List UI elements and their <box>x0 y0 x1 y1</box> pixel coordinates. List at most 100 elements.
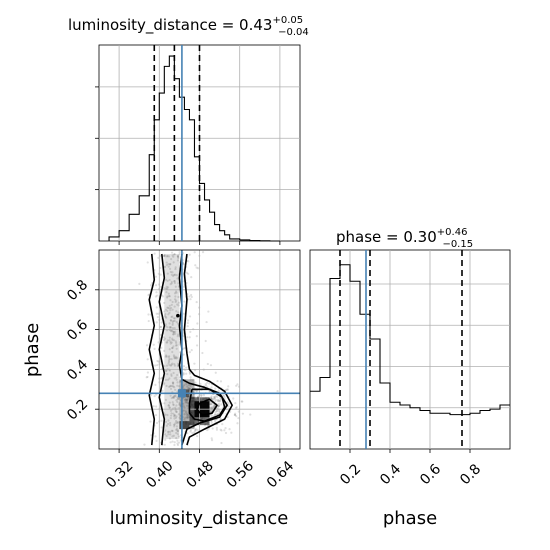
scatter-point <box>160 419 163 422</box>
scatter-point <box>174 295 177 298</box>
scatter-point <box>188 371 192 374</box>
luminosity-distance-x-tick-label: 0.64 <box>264 458 297 491</box>
scatter-point <box>171 337 174 340</box>
scatter-point <box>171 271 174 274</box>
scatter-point <box>154 383 157 386</box>
scatter-point <box>167 294 171 298</box>
scatter-point <box>206 381 209 384</box>
scatter-point <box>241 400 244 403</box>
scatter-point <box>215 410 218 413</box>
scatter-point <box>172 434 175 437</box>
scatter-point <box>172 331 176 334</box>
scatter-point <box>219 417 222 420</box>
phase-x-tick-labels: 0.2 0.4 0.6 0.8 <box>337 461 484 488</box>
scatter-point <box>161 389 164 392</box>
scatter-point <box>185 413 189 416</box>
scatter-point <box>188 315 192 318</box>
scatter-point <box>168 406 171 409</box>
luminosity-distance-title: luminosity_distance = 0.43+0.05 −0.04 <box>68 15 309 38</box>
joint-frame <box>98 249 301 450</box>
scatter-point <box>168 401 171 404</box>
scatter-point <box>172 261 175 264</box>
scatter-point <box>169 326 172 329</box>
scatter-point <box>170 429 174 432</box>
scatter-point <box>172 396 175 399</box>
scatter-point <box>145 376 148 379</box>
scatter-point <box>189 376 192 379</box>
scatter-point <box>171 362 174 365</box>
scatter-point <box>190 349 193 352</box>
scatter-point <box>161 295 165 298</box>
contour-line <box>196 398 218 416</box>
scatter-point <box>179 403 182 406</box>
scatter-point <box>173 305 176 308</box>
scatter-point <box>167 419 170 422</box>
scatter-point <box>155 306 158 309</box>
contour-line <box>158 253 166 446</box>
scatter-point <box>220 441 223 445</box>
scatter-point <box>177 256 180 260</box>
scatter-point <box>172 415 176 418</box>
scatter-point <box>225 389 228 392</box>
scatter-point <box>165 287 168 290</box>
scatter-point <box>169 319 172 322</box>
scatter-point <box>232 397 235 400</box>
scatter-point <box>185 398 189 401</box>
scatter-point <box>168 307 171 310</box>
scatter-point <box>175 431 178 435</box>
scatter-point <box>182 263 185 266</box>
scatter-point <box>194 429 197 432</box>
scatter-point <box>237 417 240 420</box>
scatter-point <box>168 263 172 266</box>
scatter-point <box>165 291 168 294</box>
scatter-point <box>164 369 168 373</box>
scatter-point <box>186 398 189 401</box>
luminosity-distance-title-main: luminosity_distance = 0.43 <box>68 16 272 35</box>
phase-x-tick-label: 0.2 <box>337 461 364 488</box>
scatter-point <box>185 372 188 375</box>
scatter-point <box>176 430 180 433</box>
scatter-point <box>169 430 172 433</box>
scatter-point <box>175 425 179 428</box>
density-block <box>164 253 180 440</box>
scatter-point <box>168 322 171 325</box>
truth-marker <box>177 389 186 398</box>
scatter-point <box>159 325 163 329</box>
scatter-point <box>187 416 190 419</box>
scatter-point <box>177 255 180 258</box>
scatter-point <box>210 439 214 442</box>
scatter-point <box>155 321 158 324</box>
scatter-point <box>165 355 168 358</box>
scatter-point <box>186 432 189 435</box>
scatter-point <box>169 342 172 345</box>
scatter-point <box>211 414 214 417</box>
scatter-point <box>173 423 176 426</box>
scatter-point <box>176 433 179 436</box>
scatter-point <box>224 431 228 435</box>
scatter-point <box>146 371 149 374</box>
scatter-point <box>160 377 163 380</box>
scatter-point <box>167 360 171 363</box>
scatter-point <box>168 437 172 440</box>
scatter-point <box>169 326 173 329</box>
scatter-point <box>221 423 224 426</box>
scatter-point <box>206 428 209 432</box>
scatter-point <box>171 346 174 350</box>
luminosity-distance-x-tick-label: 0.56 <box>224 458 257 491</box>
scatter-point <box>178 385 181 388</box>
scatter-point <box>219 380 223 383</box>
scatter-point <box>145 344 149 347</box>
scatter-point <box>169 409 173 412</box>
scatter-point <box>168 326 171 329</box>
scatter-point <box>194 381 197 384</box>
scatter-point <box>172 354 176 357</box>
scatter-point <box>173 377 176 380</box>
scatter-point <box>210 395 213 398</box>
phase-title-sub: −0.15 <box>442 239 473 250</box>
luminosity-distance-x-tick-labels: 0.32 0.40 0.48 0.56 0.64 <box>103 458 297 491</box>
scatter-point <box>187 414 190 417</box>
scatter-point <box>150 284 153 287</box>
scatter-point <box>173 414 177 417</box>
scatter-point <box>162 336 165 339</box>
